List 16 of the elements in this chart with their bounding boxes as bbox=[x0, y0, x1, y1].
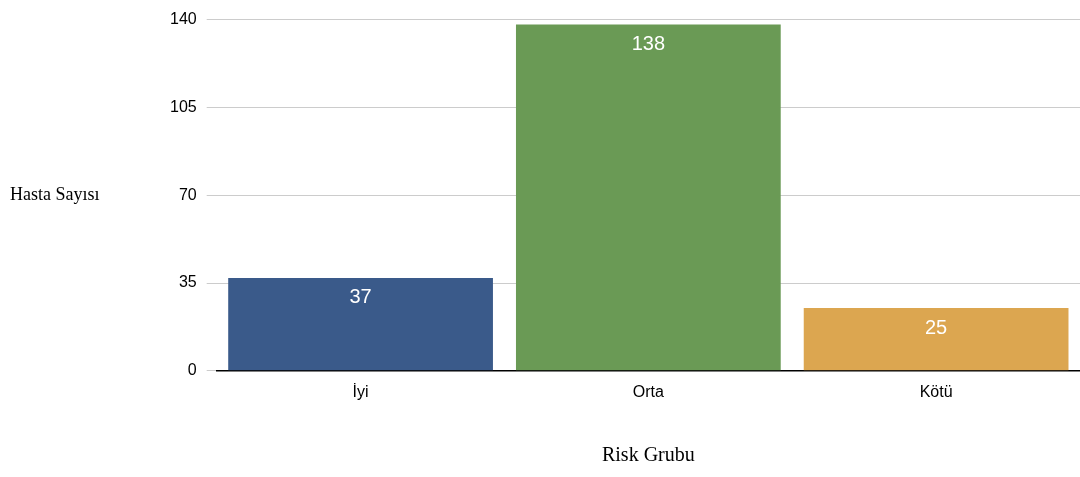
y-axis-title: Hasta Sayısı bbox=[10, 183, 100, 204]
y-tick-label: 105 bbox=[169, 97, 197, 115]
x-tick-label: Kötü bbox=[919, 382, 953, 400]
y-tick-label: 70 bbox=[178, 185, 197, 203]
y-tick-label: 35 bbox=[178, 273, 197, 291]
bar bbox=[803, 308, 1069, 371]
data-label: 25 bbox=[924, 315, 948, 338]
y-tick-label: 140 bbox=[169, 10, 197, 28]
x-axis-title: Risk Grubu bbox=[601, 443, 695, 466]
x-tick-label: İyi bbox=[352, 381, 369, 400]
y-tick-label: 0 bbox=[187, 361, 197, 379]
data-label: 37 bbox=[349, 285, 372, 308]
data-label: 138 bbox=[631, 32, 666, 55]
bar bbox=[515, 24, 781, 371]
x-tick-label: Orta bbox=[632, 382, 664, 400]
bar bbox=[228, 277, 493, 371]
